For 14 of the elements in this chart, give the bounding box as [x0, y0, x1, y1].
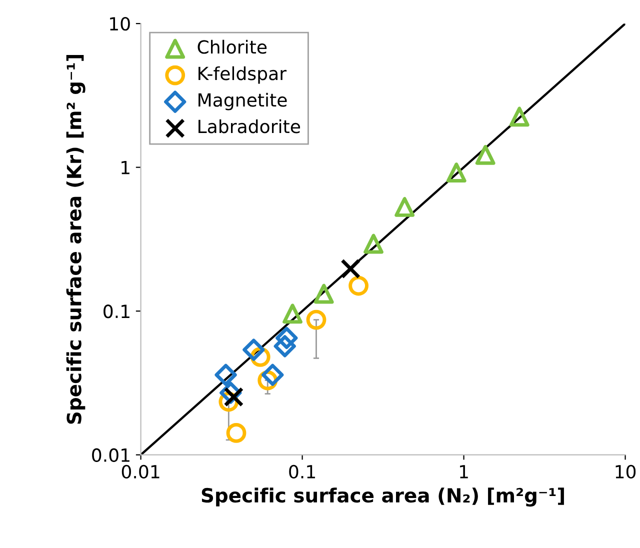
- x-tick-label: 0.01: [122, 464, 160, 479]
- x-axis-title: Specific surface area (N₂) [m²g⁻¹]: [202, 488, 564, 507]
- x-tick-label: 1: [460, 465, 468, 478]
- x-tick-label: 0.1: [289, 464, 315, 479]
- legend-label: Labradorite: [198, 119, 300, 134]
- y-tick-label: 0.1: [104, 304, 130, 318]
- legend-label: Magnetite: [198, 92, 287, 110]
- y-tick-label: 0.01: [92, 448, 130, 462]
- y-axis-title: Specific surface area (Kr) [m² g⁻¹]: [66, 54, 86, 424]
- y-tick-label: 10: [110, 17, 130, 31]
- y-tick-label: 1: [122, 161, 130, 174]
- legend-label: Chlorite: [198, 40, 267, 54]
- legend-label: K-feldspar: [198, 66, 287, 84]
- x-tick-label: 10: [616, 464, 636, 479]
